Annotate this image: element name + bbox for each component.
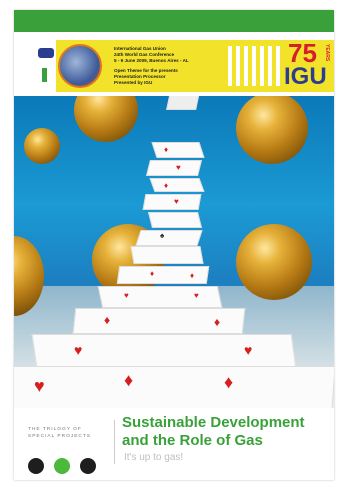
banner-side-logo <box>34 40 56 92</box>
heart-pip-icon: ♥ <box>34 376 45 396</box>
black-dot-icon <box>28 458 44 474</box>
diamond-pip-icon: ♦ <box>214 315 221 329</box>
cover-title: Sustainable Development and the Role of … <box>122 414 305 450</box>
heart-pip-icon: ♥ <box>194 291 199 300</box>
globe-logo-icon <box>58 44 102 88</box>
banner-stripes <box>224 46 280 86</box>
playing-card <box>97 286 223 308</box>
divider <box>114 420 115 464</box>
playing-card <box>31 334 297 368</box>
diamond-pip-icon: ♦ <box>164 181 169 190</box>
playing-card <box>116 266 210 284</box>
diamond-pip-icon: ♦ <box>124 370 134 390</box>
cover-footer: THE TRILOGY OF SPECIAL PROJECTS Sustaina… <box>14 408 334 480</box>
gold-sphere <box>74 96 138 142</box>
trilogy-dots <box>28 458 106 479</box>
diamond-pip-icon: ♦ <box>150 269 155 278</box>
banner-line: Presented by IGU <box>114 80 153 85</box>
playing-card <box>149 178 205 192</box>
banner-line: 24th World Gas Conference <box>114 52 175 57</box>
cover-title-line: and the Role of Gas <box>122 432 263 449</box>
banner-line: Presentation Processor <box>114 74 166 79</box>
top-green-bar <box>14 10 334 32</box>
cover-subtitle: It's up to gas! <box>124 452 184 463</box>
playing-card <box>14 366 334 408</box>
heart-pip-icon: ♥ <box>174 197 179 206</box>
banner-line: International Gas Union <box>114 46 166 51</box>
playing-card <box>130 246 204 264</box>
playing-card <box>166 96 200 110</box>
cover-page: International Gas Union 24th World Gas C… <box>14 10 334 480</box>
igu-acronym: IGU <box>284 63 327 90</box>
banner-line: 5 - 9 June 2009, Buenos Aires - AL <box>114 58 189 63</box>
gold-sphere <box>236 224 312 300</box>
diamond-pip-icon: ♦ <box>164 145 169 154</box>
playing-card <box>146 160 202 176</box>
green-dot-icon <box>54 458 70 474</box>
card-tower-illustration: ♦ ♥ ♦ ♥ ♠ ♦ ♦ ♥ ♥ ♦ ♦ ♥ ♥ ♦ ♦ ♥ <box>14 96 334 408</box>
gold-sphere <box>24 128 60 164</box>
trilogy-line: THE TRILOGY OF <box>28 427 82 432</box>
heart-pip-icon: ♥ <box>176 163 181 172</box>
heart-pip-icon: ♥ <box>74 342 83 358</box>
anniversary-number: 75 <box>288 38 317 68</box>
playing-card <box>151 142 205 158</box>
trilogy-line: SPECIAL PROJECTS <box>28 434 92 439</box>
diamond-pip-icon: ♦ <box>224 372 234 392</box>
spade-pip-icon: ♠ <box>160 231 165 240</box>
playing-card <box>142 194 202 210</box>
heart-pip-icon: ♥ <box>124 291 129 300</box>
playing-card <box>148 212 202 228</box>
cover-title-line: Sustainable Development <box>122 414 305 431</box>
banner-text: International Gas Union 24th World Gas C… <box>114 46 216 86</box>
trilogy-label: THE TRILOGY OF SPECIAL PROJECTS <box>28 426 91 440</box>
heart-pip-icon: ♥ <box>244 342 253 358</box>
gold-sphere <box>236 96 308 164</box>
banner-line: Open Theme for the presents <box>114 68 178 73</box>
conference-banner: International Gas Union 24th World Gas C… <box>34 40 334 92</box>
diamond-pip-icon: ♦ <box>104 313 111 327</box>
black-dot-icon <box>80 458 96 474</box>
small-green-mark-icon <box>42 68 47 82</box>
anniversary-years-label: YEARS <box>324 44 330 62</box>
diamond-pip-icon: ♦ <box>190 271 195 280</box>
small-blue-logo-icon <box>38 48 54 58</box>
playing-card <box>135 230 203 246</box>
